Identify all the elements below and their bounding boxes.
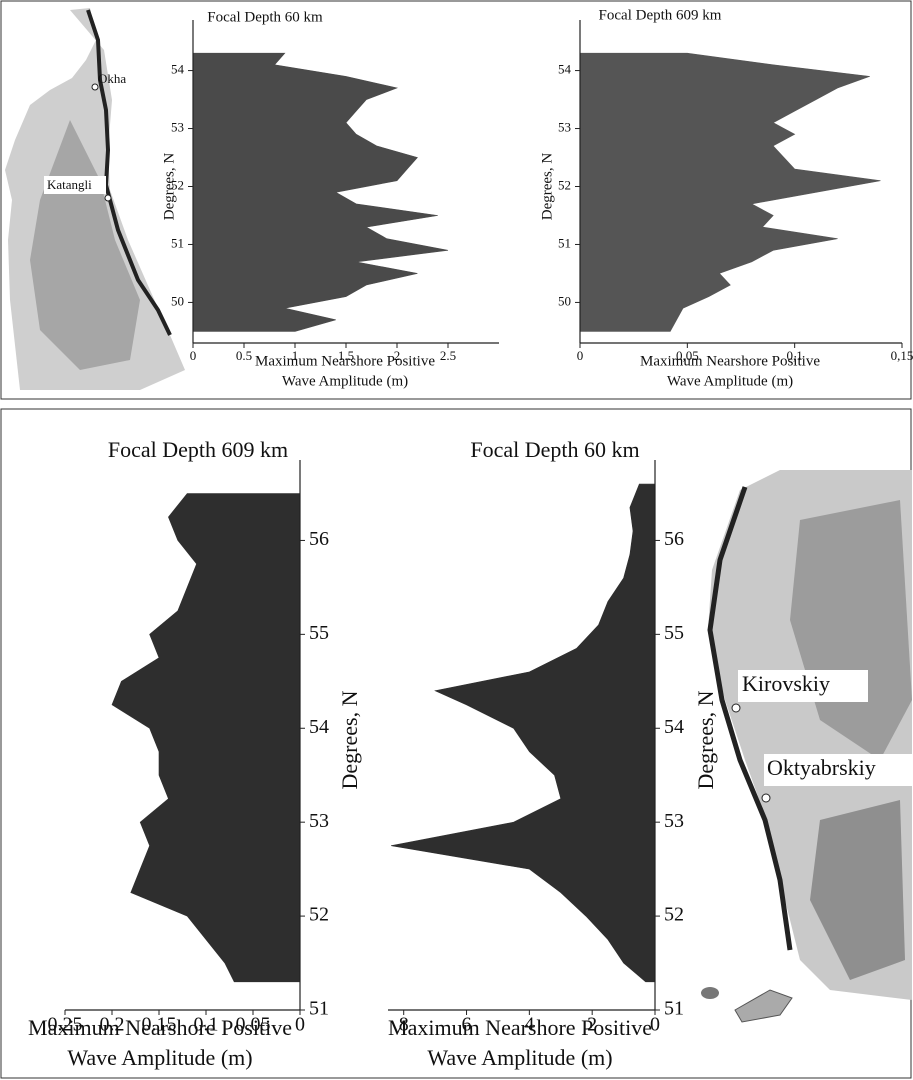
chart-title: Focal Depth 60 km <box>207 9 323 25</box>
y-tick-label: 53 <box>558 120 571 135</box>
y-axis-label: Degrees, N <box>161 153 177 221</box>
y-tick-label: 56 <box>664 528 684 550</box>
amplitude-profile <box>112 494 300 982</box>
map-east-sakhalin: Kirovskiy Oktyabrskiy <box>701 470 912 1022</box>
y-tick-label: 54 <box>664 716 684 738</box>
y-tick-label: 52 <box>558 177 571 192</box>
y-tick-label: 50 <box>171 293 184 308</box>
island <box>701 987 719 999</box>
map-north-sakhalin: Okha Katangli <box>5 8 185 390</box>
y-tick-label: 51 <box>558 235 571 250</box>
y-tick-label: 52 <box>664 904 684 926</box>
x-tick-label: 2.5 <box>440 348 456 363</box>
amplitude-profile <box>391 484 655 982</box>
town-marker <box>762 794 770 802</box>
y-axis-label: Degrees, N <box>337 690 362 789</box>
y-tick-label: 51 <box>171 235 184 250</box>
x-tick-label: 0 <box>190 348 197 363</box>
x-axis-label: Wave Amplitude (m) <box>67 1045 252 1070</box>
y-tick-label: 54 <box>309 716 329 738</box>
x-tick-label: 0,15 <box>891 348 913 363</box>
map-label: Okha <box>98 71 126 86</box>
figure: Okha Katangli Kirovskiy Oktyabrskiy 50 51… <box>0 0 913 1080</box>
y-tick-label: 51 <box>664 998 684 1020</box>
map-label: Kirovskiy <box>742 671 830 696</box>
y-axis-label: Degrees, N <box>693 690 718 789</box>
amplitude-profile <box>193 53 448 331</box>
map-label: Oktyabrskiy <box>767 755 876 780</box>
y-tick-label: 54 <box>171 62 185 77</box>
chart-title: Focal Depth 609 km <box>599 7 722 23</box>
town-marker <box>732 704 740 712</box>
x-axis-label: Wave Amplitude (m) <box>667 373 793 389</box>
x-axis-label: Maximum Nearshore Positive <box>388 1015 652 1040</box>
x-axis-label: Maximum Nearshore Positive <box>28 1015 292 1040</box>
y-tick-label: 51 <box>309 998 329 1020</box>
y-tick-label: 55 <box>309 622 329 644</box>
amplitude-profile <box>580 53 881 331</box>
y-tick-label: 54 <box>558 62 572 77</box>
chart-title: Focal Depth 609 km <box>108 437 288 462</box>
y-tick-label: 56 <box>309 528 329 550</box>
x-tick-label: 0 <box>577 348 584 363</box>
x-tick-label: 0.5 <box>236 348 252 363</box>
y-tick-label: 52 <box>309 904 329 926</box>
island <box>735 990 792 1022</box>
x-tick-label: 0 <box>295 1014 305 1036</box>
y-tick-label: 53 <box>171 120 184 135</box>
y-tick-label: 50 <box>558 293 571 308</box>
chart-title: Focal Depth 60 km <box>470 437 639 462</box>
x-axis-label: Wave Amplitude (m) <box>282 373 408 389</box>
town-marker <box>105 195 111 201</box>
x-axis-label: Maximum Nearshore Positive <box>255 353 435 369</box>
y-axis-label: Degrees, N <box>539 153 555 221</box>
x-axis-label: Maximum Nearshore Positive <box>640 353 820 369</box>
y-tick-label: 55 <box>664 622 684 644</box>
y-tick-label: 53 <box>664 810 684 832</box>
x-axis-label: Wave Amplitude (m) <box>427 1045 612 1070</box>
y-tick-label: 53 <box>309 810 329 832</box>
map-label: Katangli <box>47 177 92 192</box>
